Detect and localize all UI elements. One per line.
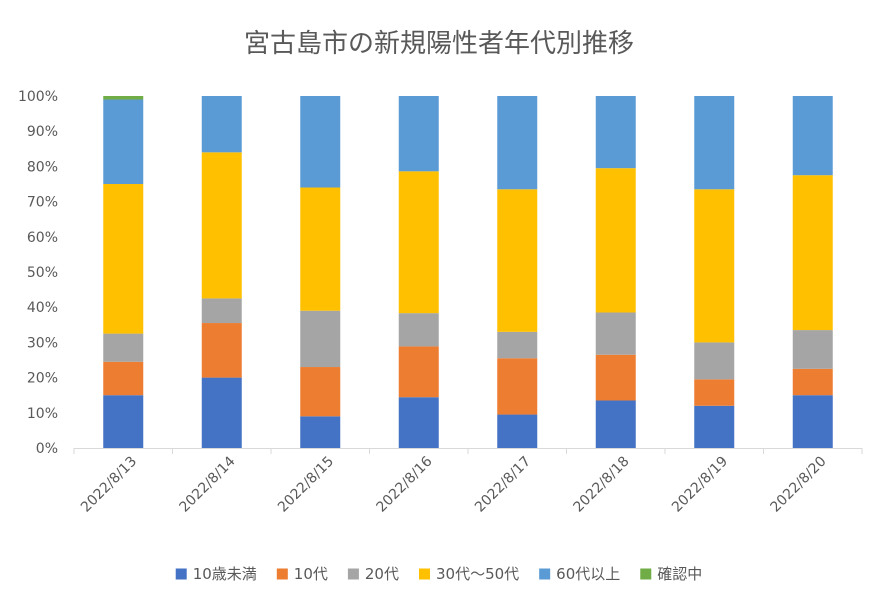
bar-segment [595,168,636,313]
bar-segment [398,96,439,172]
bar-segment [398,346,439,398]
legend-label: 20代 [365,565,399,583]
bar-segment [694,96,735,190]
legend-label: 10歳未満 [193,565,257,583]
x-tick-label: 2022/8/20 [767,454,829,516]
x-tick-label: 2022/8/15 [275,454,337,516]
bar-segment [694,189,735,343]
bar-segment [694,405,735,448]
legend-swatch [418,568,430,580]
legend-label: 10代 [294,565,328,583]
legend-label: 60代以上 [556,565,620,583]
bar-segment [792,96,833,176]
bar-segment [201,298,242,324]
bar-segment [103,184,144,334]
bar-segment [694,342,735,380]
chart-title: 宮古島市の新規陽性者年代別推移 [244,29,634,59]
bar-segment [595,354,636,401]
bar-segment [300,310,341,368]
bar-segment [694,379,735,406]
x-tick-label: 2022/8/19 [669,454,731,516]
y-tick-label: 80% [27,159,58,175]
y-tick-label: 50% [27,265,58,281]
bar-segment [103,395,144,448]
bar-segment [792,330,833,369]
bar-segment [300,416,341,448]
x-tick-label: 2022/8/13 [78,454,140,516]
x-tick-label: 2022/8/17 [472,454,534,516]
y-tick-label: 0% [36,441,58,457]
bar-segment [201,96,242,153]
bar-segment [595,400,636,448]
legend-swatch [640,568,652,580]
bar-segment [792,395,833,448]
y-tick-label: 100% [18,89,58,105]
bar-segment [497,358,538,415]
bar-segment [201,323,242,378]
legend-swatch [539,568,551,580]
bar-segment [595,312,636,355]
bar-segment [103,99,144,184]
y-tick-label: 90% [27,124,58,140]
x-tick-label: 2022/8/18 [570,454,632,516]
bar-segment [792,175,833,331]
bar-segment [201,377,242,448]
bar-segment [103,361,144,396]
legend-label: 30代～50代 [436,565,519,583]
bar-segment [497,189,538,332]
bar-segment [300,187,341,311]
bar-segment [398,171,439,314]
y-tick-label: 20% [27,371,58,387]
bar-segment [398,313,439,347]
bar-segment [103,333,144,362]
bars [103,96,833,448]
x-tick-label: 2022/8/16 [373,453,435,515]
bar-segment [497,331,538,359]
y-tick-label: 30% [27,335,58,351]
y-axis: 0% 10% 20% 30% 40% 50% 60% 70% 80% 90% 100% [18,89,58,457]
x-tick-label: 2022/8/14 [176,453,238,515]
bar-segment [497,414,538,448]
legend: 10歳未満 10代 20代 30代～50代 60代以上 確認中 [175,565,702,583]
bar-segment [300,96,341,188]
y-tick-label: 40% [27,300,58,316]
y-tick-label: 70% [27,195,58,211]
y-tick-label: 10% [27,406,58,422]
legend-swatch [175,568,187,580]
y-tick-label: 60% [27,230,58,246]
legend-swatch [276,568,288,580]
bar-segment [792,368,833,396]
bar-segment [201,152,242,299]
x-axis: 2022/8/13 2022/8/14 2022/8/15 2022/8/16 2022… [73,448,863,516]
bar-segment [595,96,636,169]
bar-segment [103,96,144,100]
bar-segment [497,96,538,190]
bar-segment [398,397,439,448]
bar-segment [300,367,341,417]
legend-label: 確認中 [657,565,702,583]
legend-swatch [347,568,359,580]
